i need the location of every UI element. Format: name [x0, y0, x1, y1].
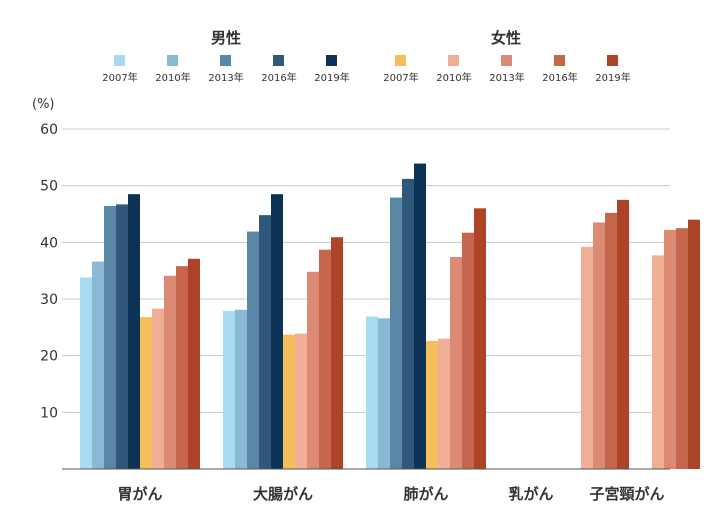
legend: 男性 2007年 2010年 2013年 2016年 2019年 女性 2007年 2010年 2… — [102, 29, 630, 84]
legend-year-label: 2010年 — [436, 71, 471, 84]
bar — [676, 228, 688, 469]
category-label: 胃がん — [117, 485, 162, 503]
legend-swatch — [273, 55, 284, 66]
y-tick-label: 60 — [40, 122, 58, 138]
bar — [164, 275, 176, 469]
bar — [378, 318, 390, 469]
bar — [235, 309, 247, 469]
legend-year-label: 2019年 — [595, 71, 630, 84]
legend-year-label: 2016年 — [261, 71, 296, 84]
category-label: 大腸がん — [253, 485, 313, 503]
bar — [271, 194, 283, 469]
legend-swatch — [607, 55, 618, 66]
bar — [688, 219, 700, 469]
category-label: 乳がん — [508, 485, 553, 503]
bar — [307, 271, 319, 469]
bar — [140, 317, 152, 469]
bar — [366, 316, 378, 469]
legend-swatch — [501, 55, 512, 66]
legend-swatch — [114, 55, 125, 66]
legend-year-label: 2007年 — [102, 71, 137, 84]
bar — [283, 334, 295, 469]
legend-swatch — [395, 55, 406, 66]
legend-swatch — [554, 55, 565, 66]
bar — [223, 310, 235, 469]
bar — [390, 197, 402, 470]
legend-year-label: 2010年 — [155, 71, 190, 84]
legend-swatch — [448, 55, 459, 66]
bar — [402, 178, 414, 469]
bar — [116, 204, 128, 469]
legend-group-title: 男性 — [211, 29, 241, 47]
bar — [664, 229, 676, 469]
legend-year-label: 2007年 — [383, 71, 418, 84]
bars — [80, 163, 700, 470]
bar — [80, 277, 92, 469]
bar — [104, 206, 116, 470]
y-tick-label: 20 — [40, 349, 58, 365]
y-tick-label: 10 — [40, 405, 58, 421]
bar — [128, 194, 140, 469]
legend-swatch — [326, 55, 337, 66]
bar — [474, 208, 486, 470]
bar — [247, 231, 259, 469]
y-tick-label: 30 — [40, 292, 58, 308]
bar — [652, 255, 664, 469]
bar — [319, 249, 331, 469]
legend-swatch — [220, 55, 231, 66]
bar — [581, 246, 593, 469]
bar — [438, 338, 450, 469]
legend-year-label: 2019年 — [314, 71, 349, 84]
bar — [152, 308, 164, 469]
bar — [331, 237, 343, 469]
category-label: 肺がん — [403, 485, 448, 503]
legend-swatch — [167, 55, 178, 66]
bar — [295, 333, 307, 469]
y-tick-label: 50 — [40, 179, 58, 195]
category-label: 子宮頸がん — [589, 485, 664, 503]
bar — [593, 222, 605, 469]
legend-group-title: 女性 — [491, 29, 521, 47]
bar — [605, 212, 617, 469]
bar — [462, 232, 474, 469]
bar — [92, 261, 104, 469]
bar — [617, 199, 629, 470]
x-axis-categories: 胃がん 大腸がん 肺がん 乳がん 子宮頸がん — [117, 485, 664, 503]
y-axis-ticks: 10 20 30 40 50 60 — [40, 122, 58, 421]
legend-year-label: 2013年 — [489, 71, 524, 84]
bar — [450, 257, 462, 469]
legend-year-label: 2013年 — [208, 71, 243, 84]
legend-year-label: 2016年 — [542, 71, 577, 84]
y-tick-label: 40 — [40, 235, 58, 251]
bar — [414, 163, 426, 470]
bar — [259, 215, 271, 469]
bar — [176, 266, 188, 469]
bar — [188, 258, 200, 469]
y-unit-label: (%) — [32, 97, 55, 112]
bar — [426, 340, 438, 469]
